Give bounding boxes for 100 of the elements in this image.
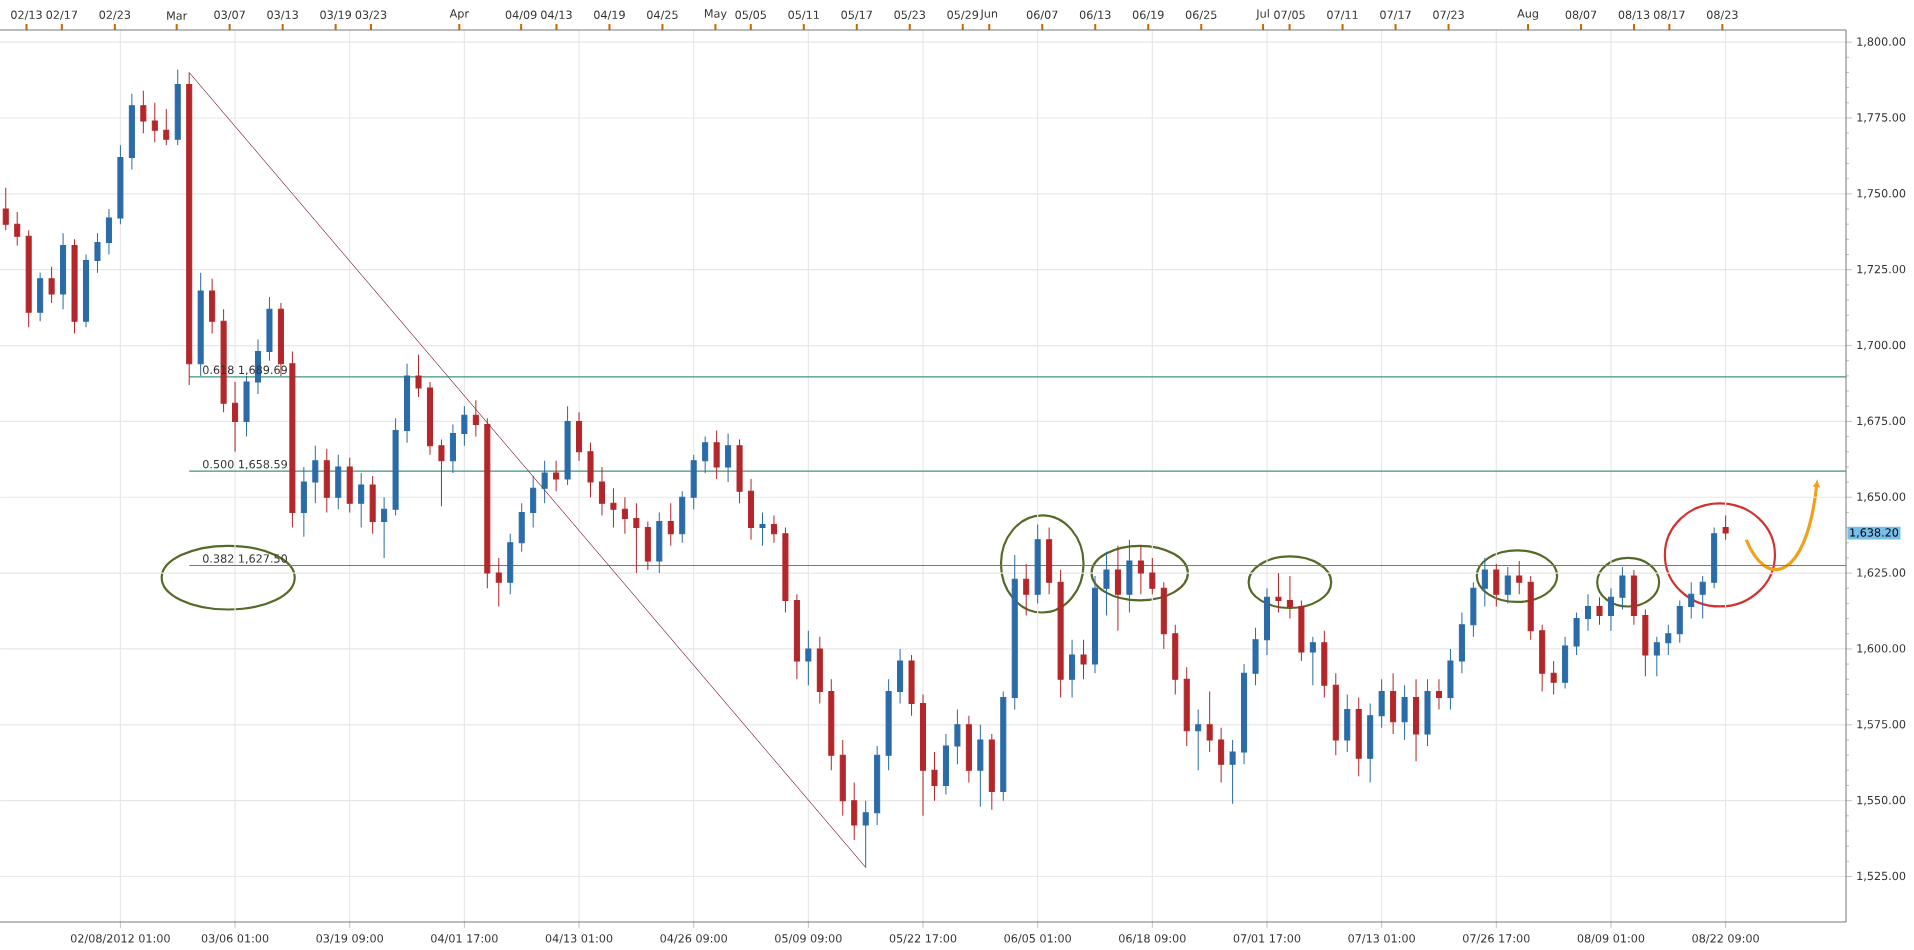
candlestick [404,363,411,444]
candlestick [461,405,468,447]
candlestick [1378,678,1385,729]
x-tick-label: 07/26 17:00 [1463,934,1530,944]
candlestick [644,521,651,571]
candlestick [587,442,594,498]
candlestick [1160,581,1167,650]
candlestick [1401,684,1408,741]
candlestick [105,208,112,256]
candlestick [679,490,686,544]
candlestick [1585,593,1592,632]
candlestick [94,232,101,274]
candlestick [140,90,147,134]
candlestick [942,733,949,796]
candlestick [793,593,800,680]
candlestick [1642,609,1649,677]
x-tick-label: 05/22 17:00 [889,934,957,944]
candlestick [1424,678,1431,747]
x-tick-label: 03/19 09:00 [316,934,383,944]
candlestick [954,709,961,765]
x2-tick-label: May [704,9,727,20]
y-tick-label: 1,775.00 [1857,113,1906,123]
candlestick [770,514,777,544]
candlestick [392,417,399,516]
candlestick [1344,693,1351,753]
candlestick [851,781,858,841]
x2-tick-label: Jul [1255,9,1269,20]
candlestick [1149,557,1156,595]
candlestick [897,648,904,705]
candlestick [564,405,571,486]
candlestick [828,678,835,771]
candlestick [507,533,514,595]
candlestick [323,448,330,513]
x-tick-label: 06/05 01:00 [1004,934,1071,944]
ref-line-label: 0.500 1,658.59 [203,459,287,470]
candlestick [977,724,984,808]
x2-tick-label: 05/23 [894,10,926,20]
candlestick [71,238,78,334]
candlestick [1653,636,1660,677]
candlestick [1711,527,1718,589]
candlestick [908,654,915,717]
candlestick [1332,672,1339,756]
candlestick [1298,599,1305,662]
candlestick [209,278,216,334]
x2-tick-label: 08/07 [1565,10,1597,20]
y-tick-label: 1,800.00 [1857,37,1906,47]
text: 1,638.20 [1850,528,1899,538]
candlestick [1413,678,1420,762]
candlestick [633,502,640,574]
candlestick [1458,612,1465,674]
candlestick [1218,727,1225,783]
candlestick [1688,581,1695,620]
x-tick-label: 08/09 01:00 [1577,934,1645,944]
candlestick [426,381,434,456]
candlestick [1046,527,1053,595]
candlestick [1676,599,1683,644]
candlestick [1722,514,1729,541]
x2-tick-label: 04/13 [541,10,572,20]
candlestick [1390,672,1397,735]
x2-tick-label: 02/13 [11,10,42,20]
x2-tick-label: 03/19 [320,10,351,20]
candlestick [610,487,617,529]
x2-tick-label: 05/29 [947,10,979,20]
x2-tick-label: 07/11 [1327,10,1358,20]
candlestick [576,411,583,462]
candlestick [163,108,170,146]
x-tick-label: 07/13 01:00 [1348,934,1415,944]
candlestick [782,527,789,614]
candlestick [759,511,766,547]
candlestick [725,433,732,483]
candlestick [438,439,445,507]
x-tick-label: 08/22 09:00 [1692,934,1759,944]
candlestick [1562,636,1569,689]
candlestick [472,399,479,438]
y-tick-label: 1,675.00 [1857,416,1906,427]
x-tick-label: 04/26 09:00 [660,934,727,944]
candlestick [839,739,846,817]
candlestick [1172,624,1179,695]
candlestick [1229,739,1236,805]
candlestick [1275,572,1282,614]
x2-tick-label: Aug [1517,9,1538,20]
y-tick-label: 1,625.00 [1857,568,1906,578]
candlestick [197,272,204,377]
candlestick [346,457,353,513]
candlestick [1000,690,1007,802]
candlestick [369,475,376,535]
candlestick [885,678,892,771]
x2-tick-label: 07/23 [1433,10,1464,20]
candlestick [862,800,869,868]
candlestick [667,502,674,547]
candlestick [300,466,307,538]
candlestick [48,266,55,304]
candlestick [553,460,560,492]
candlestick [1057,569,1064,698]
candlestick [1195,709,1202,771]
candlestick [874,745,881,826]
candlestick [530,475,537,529]
candlestick [1539,624,1546,692]
candlestick [1103,551,1110,617]
x2-tick-label: 04/25 [647,10,678,20]
